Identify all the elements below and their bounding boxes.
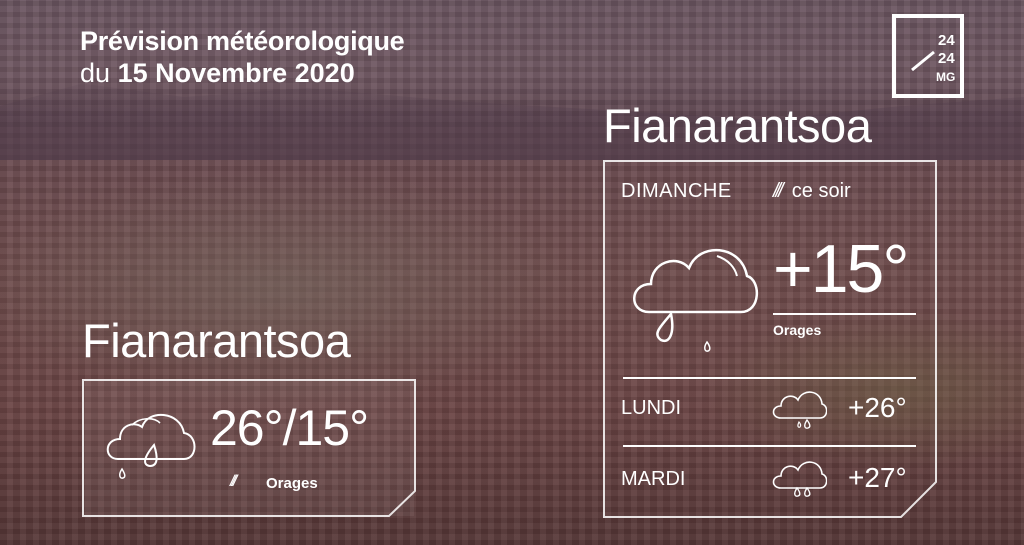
current-period: /// ce soir — [773, 180, 851, 203]
today-condition: Orages — [266, 475, 318, 492]
hatch-icon: /// — [230, 473, 238, 490]
divider — [623, 445, 916, 447]
svg-text:24: 24 — [938, 32, 955, 49]
svg-text:MG: MG — [936, 70, 955, 84]
day-mardi: MARDI — [621, 468, 686, 490]
logo-24-24-mg: 24 24 MG — [892, 14, 964, 98]
current-condition: Orages — [773, 322, 822, 338]
header-date: du 15 Novembre 2020 — [80, 58, 355, 89]
current-day: DIMANCHE — [621, 180, 732, 202]
hatch-icon: /// — [773, 180, 784, 202]
cloud-rain-icon — [772, 391, 827, 429]
today-temps: 26°/15° — [210, 400, 369, 456]
svg-text:24: 24 — [938, 50, 955, 67]
cloud-rain-icon — [633, 248, 759, 352]
temp-lundi: +26° — [848, 392, 907, 423]
today-city: Fianarantsoa — [82, 314, 351, 367]
cloud-rain-icon — [106, 413, 196, 479]
divider — [623, 377, 916, 379]
current-temp: +15° — [773, 231, 910, 307]
forecast-city: Fianarantsoa — [603, 99, 872, 152]
header-title: Prévision météorologique — [80, 26, 405, 56]
today-panel: 26°/15° /// Orages — [82, 379, 416, 517]
period-label: ce soir — [791, 180, 851, 202]
date-prefix: du — [80, 58, 111, 88]
temp-mardi: +27° — [848, 462, 907, 493]
forecast-panel: DIMANCHE /// ce soir +15° Orages LUNDI +… — [603, 160, 937, 518]
cloud-rain-icon — [772, 461, 827, 497]
day-lundi: LUNDI — [621, 397, 682, 419]
date-value: 15 Novembre 2020 — [117, 58, 355, 88]
